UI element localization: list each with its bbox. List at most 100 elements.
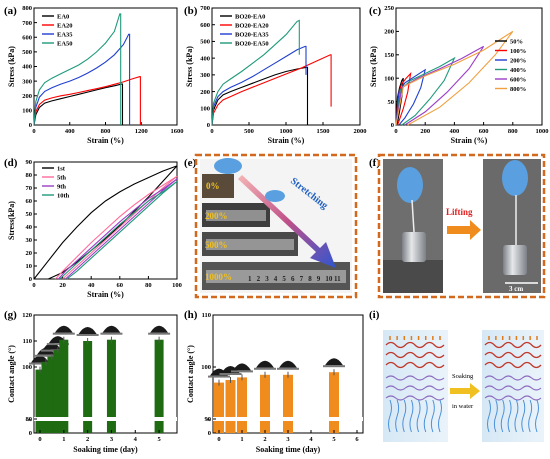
legend-label: 5th (57, 174, 66, 181)
y-tick-label: 300 (200, 72, 210, 79)
soaking-label-2: in water (452, 403, 474, 410)
side-chain (487, 399, 491, 433)
y-axis-label: Stress (kPa) (185, 46, 194, 87)
y-axis-label: Stress (kPa) (369, 46, 378, 87)
x-tick-label: 2 (86, 436, 89, 443)
bar (41, 361, 51, 433)
legend-label: 100% (510, 48, 526, 55)
y-tick-label: 0 (208, 430, 211, 437)
ruler-digit: 11 (334, 275, 341, 283)
water-droplet-icon (256, 360, 274, 368)
series-line-10th (59, 181, 178, 280)
weight-icon (503, 245, 527, 275)
substrate-line (323, 365, 345, 368)
y-tick-label: 50 (388, 99, 395, 106)
y-tick-label: 100 (384, 75, 394, 82)
panel-label-b: (b) (184, 5, 198, 17)
scale-label: 3 cm (509, 285, 523, 293)
substrate-line (148, 332, 171, 335)
legend-label: EA35 (57, 31, 73, 38)
plot-frame (33, 314, 178, 434)
legend-label: EA50 (57, 40, 73, 47)
ruler-digits: 1 2 3 4 5 6 7 8 9 10 11 (248, 275, 341, 283)
x-tick-label: 6 (355, 436, 359, 443)
y-tick-label: 0 (29, 430, 32, 437)
y-tick-label: 200 (384, 29, 394, 36)
series-line-9th (57, 178, 178, 280)
legend-label: 9th (57, 183, 66, 190)
weight-icon (402, 232, 426, 262)
x-tick-label: 400 (65, 128, 75, 135)
axis-break-mark: ≈ (207, 417, 211, 424)
bar (154, 339, 164, 433)
legend-label: EA20 (57, 22, 73, 29)
polymer-chain (385, 341, 445, 349)
glove-icon (214, 158, 242, 174)
y-tick-label: 800 (22, 5, 32, 12)
panel-label-c: (c) (369, 5, 382, 17)
x-tick-label: 0 (394, 128, 397, 135)
ruler-digit: 9 (317, 275, 321, 283)
y-tick-label: 80 (26, 172, 33, 179)
side-chain (430, 399, 435, 433)
x-axis-label: Soaking time (day) (73, 445, 138, 454)
legend-label: BO20-EA0 (235, 13, 265, 20)
x-tick-label: 0 (210, 128, 213, 135)
water-droplet-icon (102, 325, 121, 333)
ruler-digit: 5 (282, 275, 286, 283)
plot-frame (395, 7, 543, 126)
bar (53, 350, 63, 433)
bar (214, 382, 224, 433)
series-line-1st (33, 165, 178, 280)
x-tick-label: 5 (332, 436, 336, 443)
y-tick-label: 500 (22, 49, 32, 56)
x-tick-label: 3 (286, 436, 290, 443)
x-axis-label: Strain (%) (451, 136, 488, 145)
panel-f-photo: Lifting 3 cm (377, 153, 546, 299)
bar (35, 369, 45, 433)
y-tick-label: 110 (202, 312, 211, 319)
x-axis-label: Strain (%) (268, 136, 305, 145)
polymer-chain (484, 341, 542, 349)
y-axis-label: Contact angle (°) (7, 345, 16, 403)
glove-icon (397, 167, 423, 203)
strain-label-500: 500% (205, 240, 228, 250)
y-axis-label: Stress (kPa) (7, 46, 16, 87)
x-tick-label: 1600 (171, 128, 184, 135)
chart-a: 0 400 800 1200 1600 0 100 200 300 400 500 600 700 800… (7, 5, 184, 145)
strain-label-1000: 1000% (205, 272, 232, 282)
side-chain (535, 399, 539, 433)
x-tick-label: 0 (38, 436, 41, 443)
x-tick-label: 0 (32, 128, 35, 135)
legend-label: BO20-EA50 (235, 40, 269, 47)
y-tick-label: 0 (391, 122, 394, 129)
x-tick-label: 1000 (536, 128, 549, 135)
y-tick-label: 80 (26, 416, 33, 423)
legend-label: EA0 (57, 13, 69, 20)
substrate-line (29, 362, 51, 365)
series-line-ea20 (33, 76, 141, 126)
polymer-chain (484, 361, 542, 369)
y-tick-label: 100 (22, 364, 32, 371)
legend-label: 600% (510, 76, 526, 83)
side-chain (514, 399, 519, 433)
series-line-bo20-ea20 (211, 54, 332, 126)
series-line-ea50 (33, 13, 122, 126)
y-tick-label: 500 (200, 39, 210, 46)
polymer-network-dry (385, 336, 445, 433)
water-droplet-icon (31, 355, 49, 363)
polymer-chain (484, 351, 542, 359)
y-tick-label: 700 (22, 20, 32, 27)
side-chain (402, 399, 407, 433)
y-axis-label: Contact angle (°) (186, 345, 195, 403)
ruler-digit: 10 (325, 275, 333, 283)
legend-label: 800% (510, 86, 526, 93)
ruler-digit: 8 (308, 275, 312, 283)
substrate-line (100, 332, 123, 335)
chart-h: ≈0 90 100 110 0 1 2 3 4 5 6 Soaking time (day) Conta… (186, 312, 364, 454)
x-tick-label: 2000 (354, 128, 367, 135)
x-tick-label: 3 (110, 436, 114, 443)
y-tick-label: 110 (23, 338, 32, 345)
panel-label-a: (a) (4, 5, 17, 17)
panel-e-photo: 0% 200% 500% 1000% 1 2 3 4 5 6 7 8 9 10 11 Stretch… (194, 153, 358, 299)
